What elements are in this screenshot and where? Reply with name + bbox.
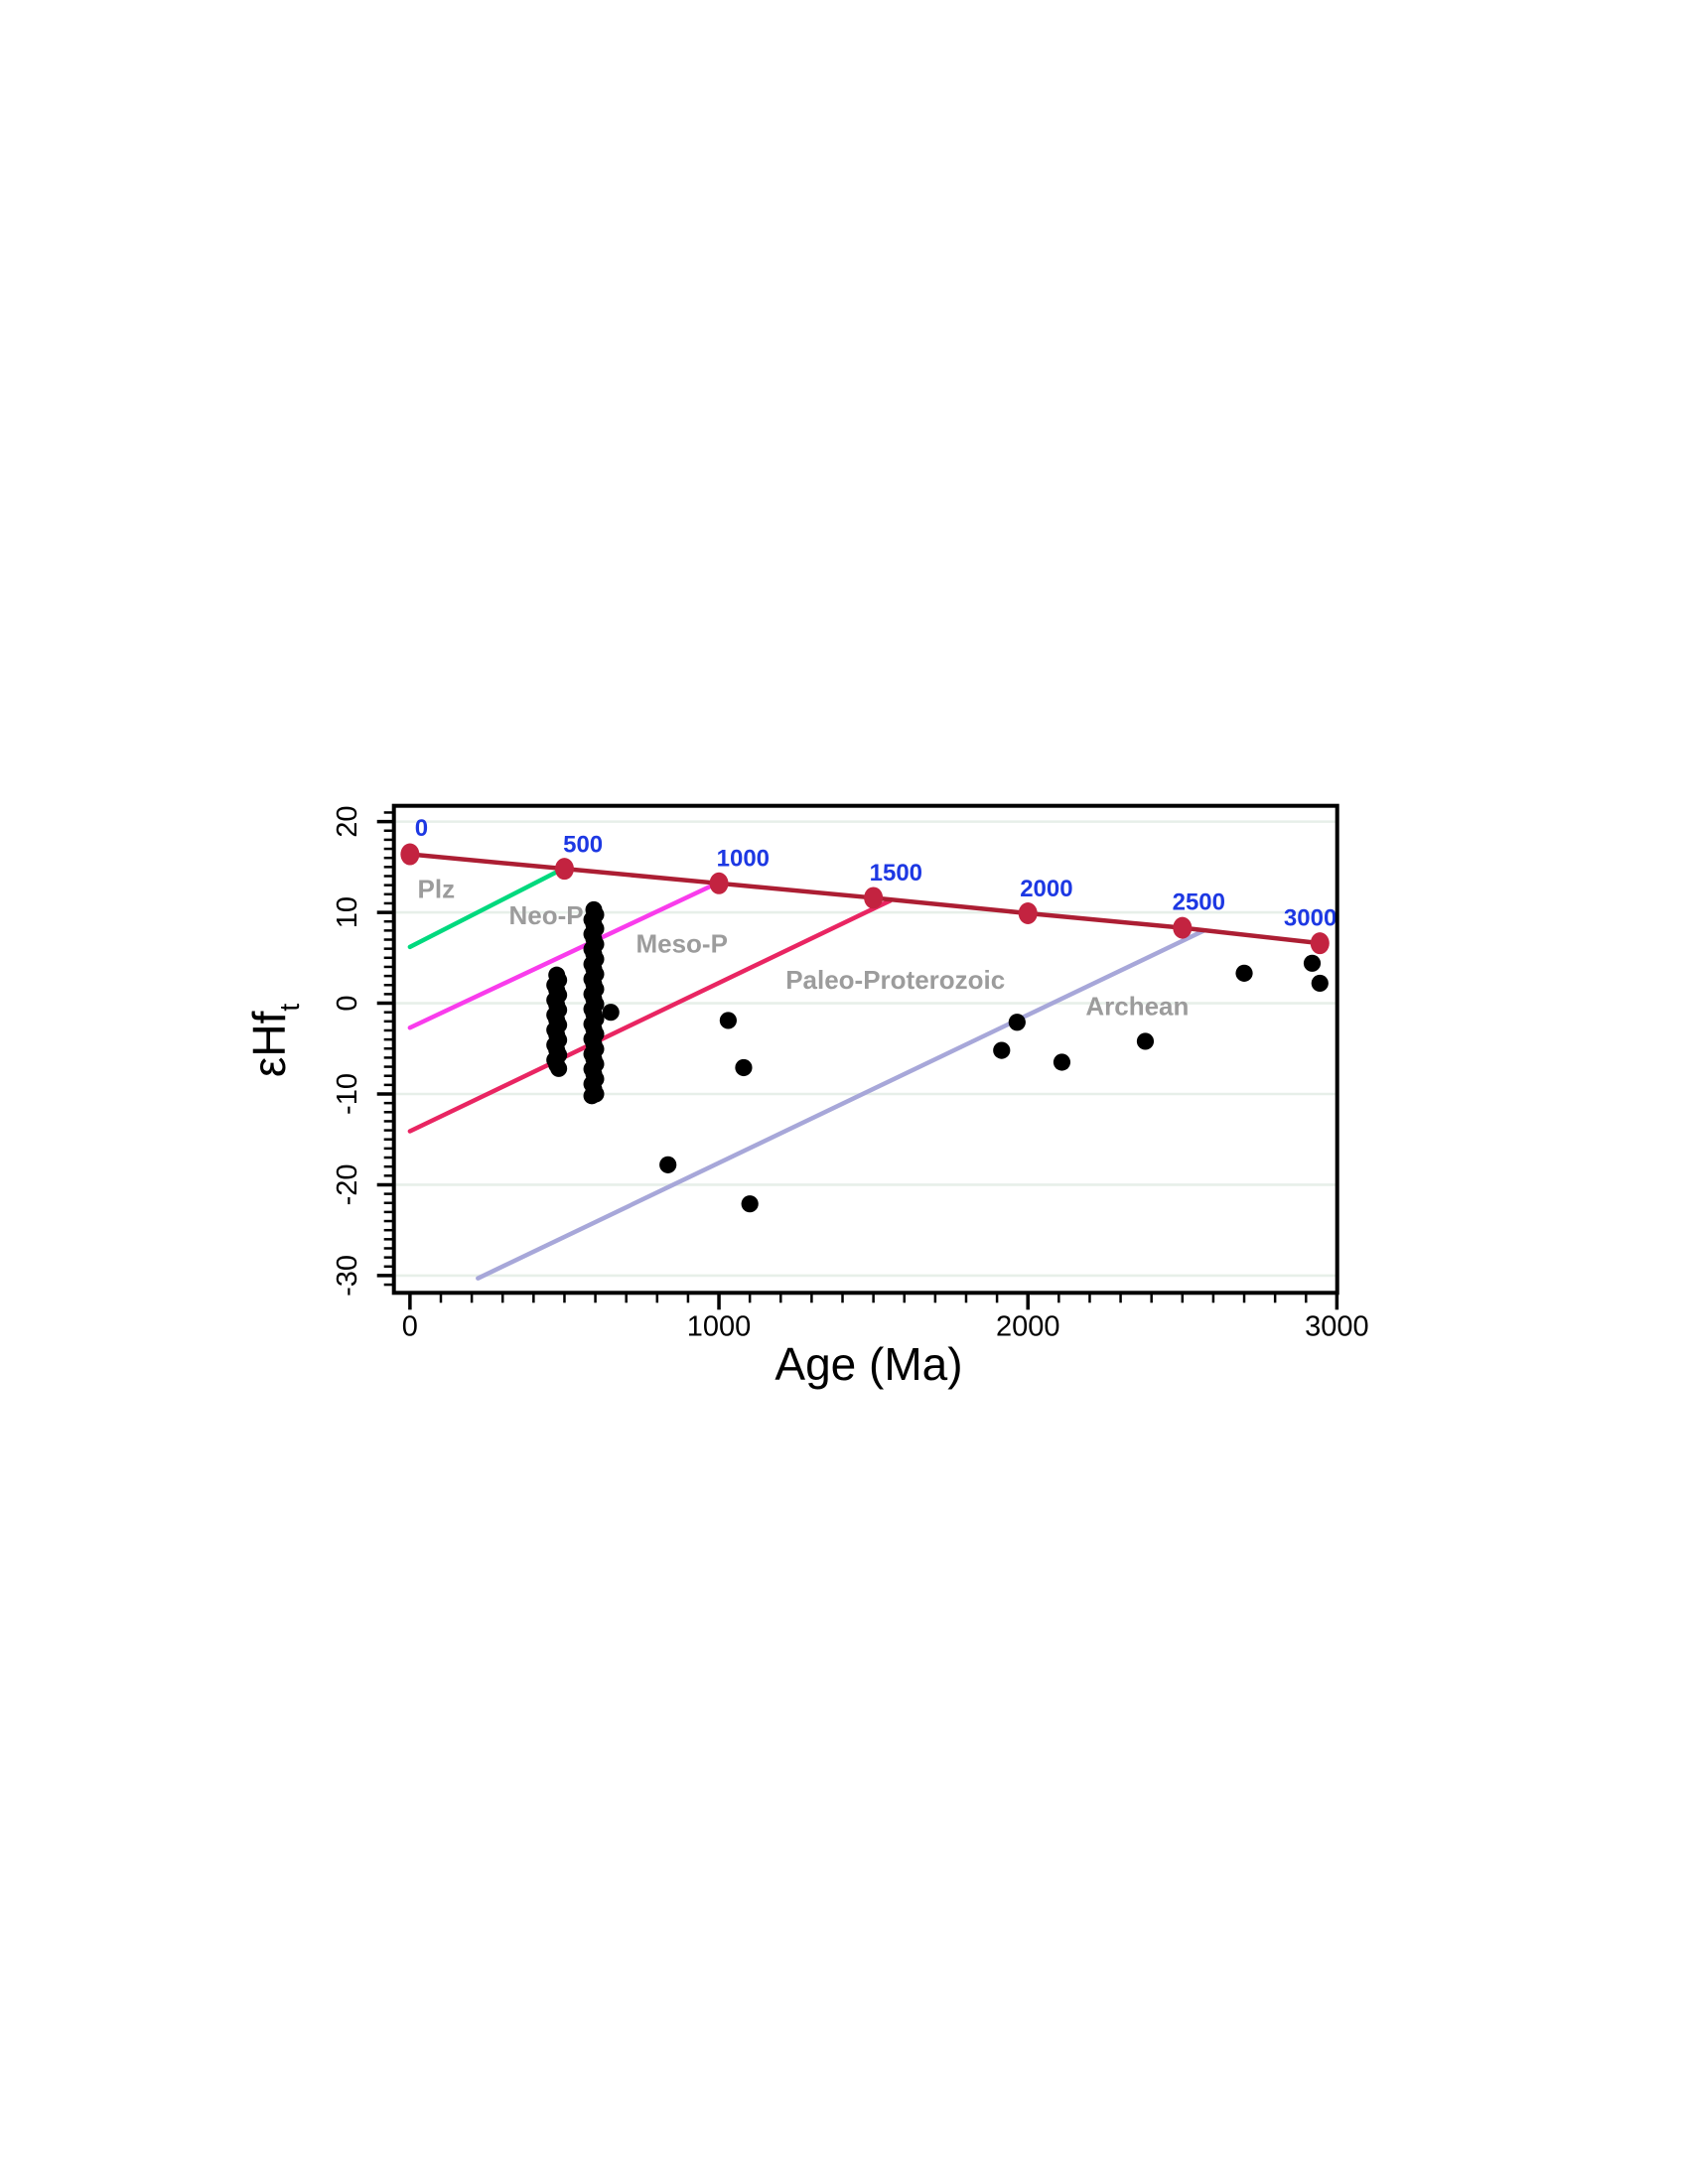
archean-boundary-line xyxy=(476,928,1206,1281)
y-axis-title-subscript: t xyxy=(274,1004,305,1012)
dm-age-label-500: 500 xyxy=(563,832,603,859)
neo-proterozoic-boundary-line xyxy=(407,882,719,1030)
dm-age-label-1000: 1000 xyxy=(717,845,770,872)
y-tick-label-20: 20 xyxy=(332,805,363,837)
boundary-lines xyxy=(407,866,1206,1281)
dm-age-label-1500: 1500 xyxy=(870,860,922,887)
dm-age-label-2000: 2000 xyxy=(1020,876,1072,902)
dm-marker-2500 xyxy=(1173,916,1193,939)
y-tick-label--10: -10 xyxy=(332,1073,363,1115)
phanerozoic-boundary-line xyxy=(407,866,566,950)
x-tick-label-3000: 3000 xyxy=(1305,1310,1369,1342)
data-point xyxy=(1008,1014,1026,1031)
data-point xyxy=(993,1041,1011,1059)
era-labels: Plz Neo-P Meso-P Paleo-Proterozoic Archean xyxy=(418,874,1190,1021)
data-point xyxy=(1136,1032,1155,1050)
y-axis-title-main: εHf xyxy=(243,1011,295,1077)
x-tick-label-0: 0 xyxy=(402,1310,418,1342)
data-point xyxy=(735,1058,753,1077)
meso-proterozoic-boundary-line xyxy=(407,897,893,1134)
depleted-mantle-group: 0 500 1000 1500 2000 2500 3000 xyxy=(400,815,1336,955)
era-label-neo-p: Neo-P xyxy=(509,900,584,930)
x-tick-label-2000: 2000 xyxy=(996,1310,1060,1342)
y-axis-title: εHft xyxy=(243,1004,305,1078)
dm-marker-1000 xyxy=(709,872,729,894)
dm-age-label-0: 0 xyxy=(415,815,428,842)
y-tick-label-10: 10 xyxy=(332,896,363,928)
dm-marker-500 xyxy=(554,858,574,881)
data-point xyxy=(1235,964,1253,982)
dm-marker-3000 xyxy=(1310,932,1330,955)
axis-ticks xyxy=(376,811,1339,1310)
x-axis-title: Age (Ma) xyxy=(774,1338,962,1390)
data-point xyxy=(1053,1053,1071,1071)
dm-marker-0 xyxy=(400,843,420,866)
data-point xyxy=(1311,974,1329,993)
data-point xyxy=(659,1156,677,1173)
scatter-points xyxy=(546,900,1329,1213)
era-label-paleo-proterozoic: Paleo-Proterozoic xyxy=(785,965,1005,995)
dm-marker-1500 xyxy=(864,887,884,909)
dm-age-label-2500: 2500 xyxy=(1173,888,1225,915)
tick-labels: 0 1000 2000 3000 -30 -20 -10 0 10 20 xyxy=(332,805,1369,1342)
data-point xyxy=(602,1004,620,1022)
data-point-cluster-1 xyxy=(583,1087,601,1105)
y-tick-label--30: -30 xyxy=(332,1255,363,1297)
plot-border xyxy=(391,803,1339,1296)
data-point-cluster-0 xyxy=(550,1059,568,1077)
dm-marker-2000 xyxy=(1018,901,1038,924)
data-point xyxy=(1303,954,1322,972)
data-point xyxy=(719,1012,737,1029)
era-label-plz: Plz xyxy=(418,874,456,903)
plot-frame xyxy=(391,803,1339,1296)
era-label-meso-p: Meso-P xyxy=(635,928,727,958)
dm-age-label-3000: 3000 xyxy=(1284,904,1336,931)
y-tick-label-0: 0 xyxy=(332,995,363,1011)
x-tick-label-1000: 1000 xyxy=(687,1310,752,1342)
data-point xyxy=(741,1195,759,1213)
y-tick-label--20: -20 xyxy=(332,1163,363,1205)
era-label-archean: Archean xyxy=(1085,991,1189,1021)
